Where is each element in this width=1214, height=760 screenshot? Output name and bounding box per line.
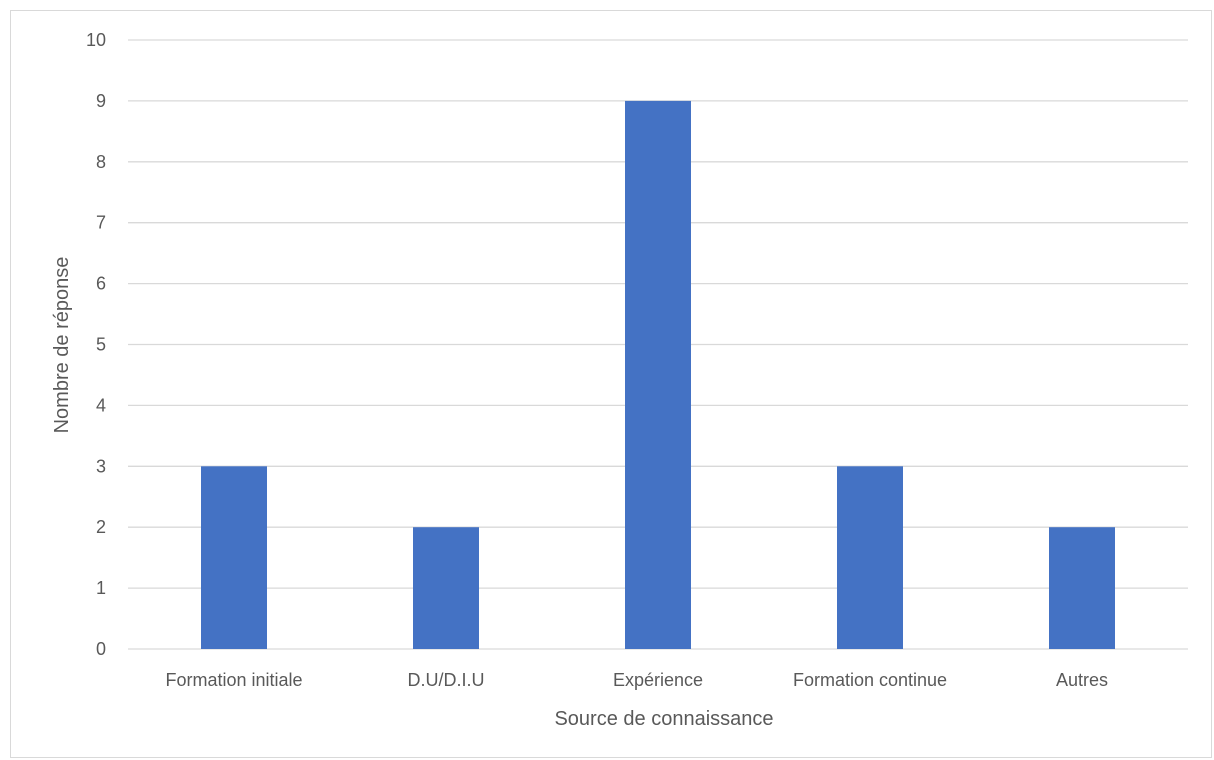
y-tick-label: 7 <box>96 213 106 233</box>
x-tick-label: Expérience <box>613 670 703 690</box>
x-tick-label: D.U/D.I.U <box>407 670 484 690</box>
y-tick-labels: 0 1 2 3 4 5 6 7 8 9 10 <box>86 30 106 659</box>
y-tick-label: 5 <box>96 335 106 355</box>
y-tick-label: 3 <box>96 456 106 476</box>
y-tick-label: 4 <box>96 395 106 415</box>
bar <box>625 100 691 649</box>
bar <box>1049 527 1115 649</box>
x-tick-labels: Formation initiale D.U/D.I.U Expérience For… <box>165 670 1108 690</box>
x-axis-title: Source de connaissance <box>554 708 773 730</box>
bars <box>201 100 1115 649</box>
x-tick-label: Autres <box>1056 670 1108 690</box>
y-tick-label: 1 <box>96 578 106 598</box>
bar <box>413 527 479 649</box>
y-axis-title: Nombre de réponse <box>51 257 73 434</box>
x-tick-label: Formation initiale <box>165 670 302 690</box>
bar <box>201 466 267 649</box>
x-tick-label: Formation continue <box>793 670 947 690</box>
y-tick-label: 0 <box>96 639 106 659</box>
bar <box>837 466 903 649</box>
y-tick-label: 2 <box>96 517 106 537</box>
y-tick-label: 10 <box>86 30 106 50</box>
y-tick-label: 6 <box>96 274 106 294</box>
y-tick-label: 8 <box>96 152 106 172</box>
y-tick-label: 9 <box>96 91 106 111</box>
